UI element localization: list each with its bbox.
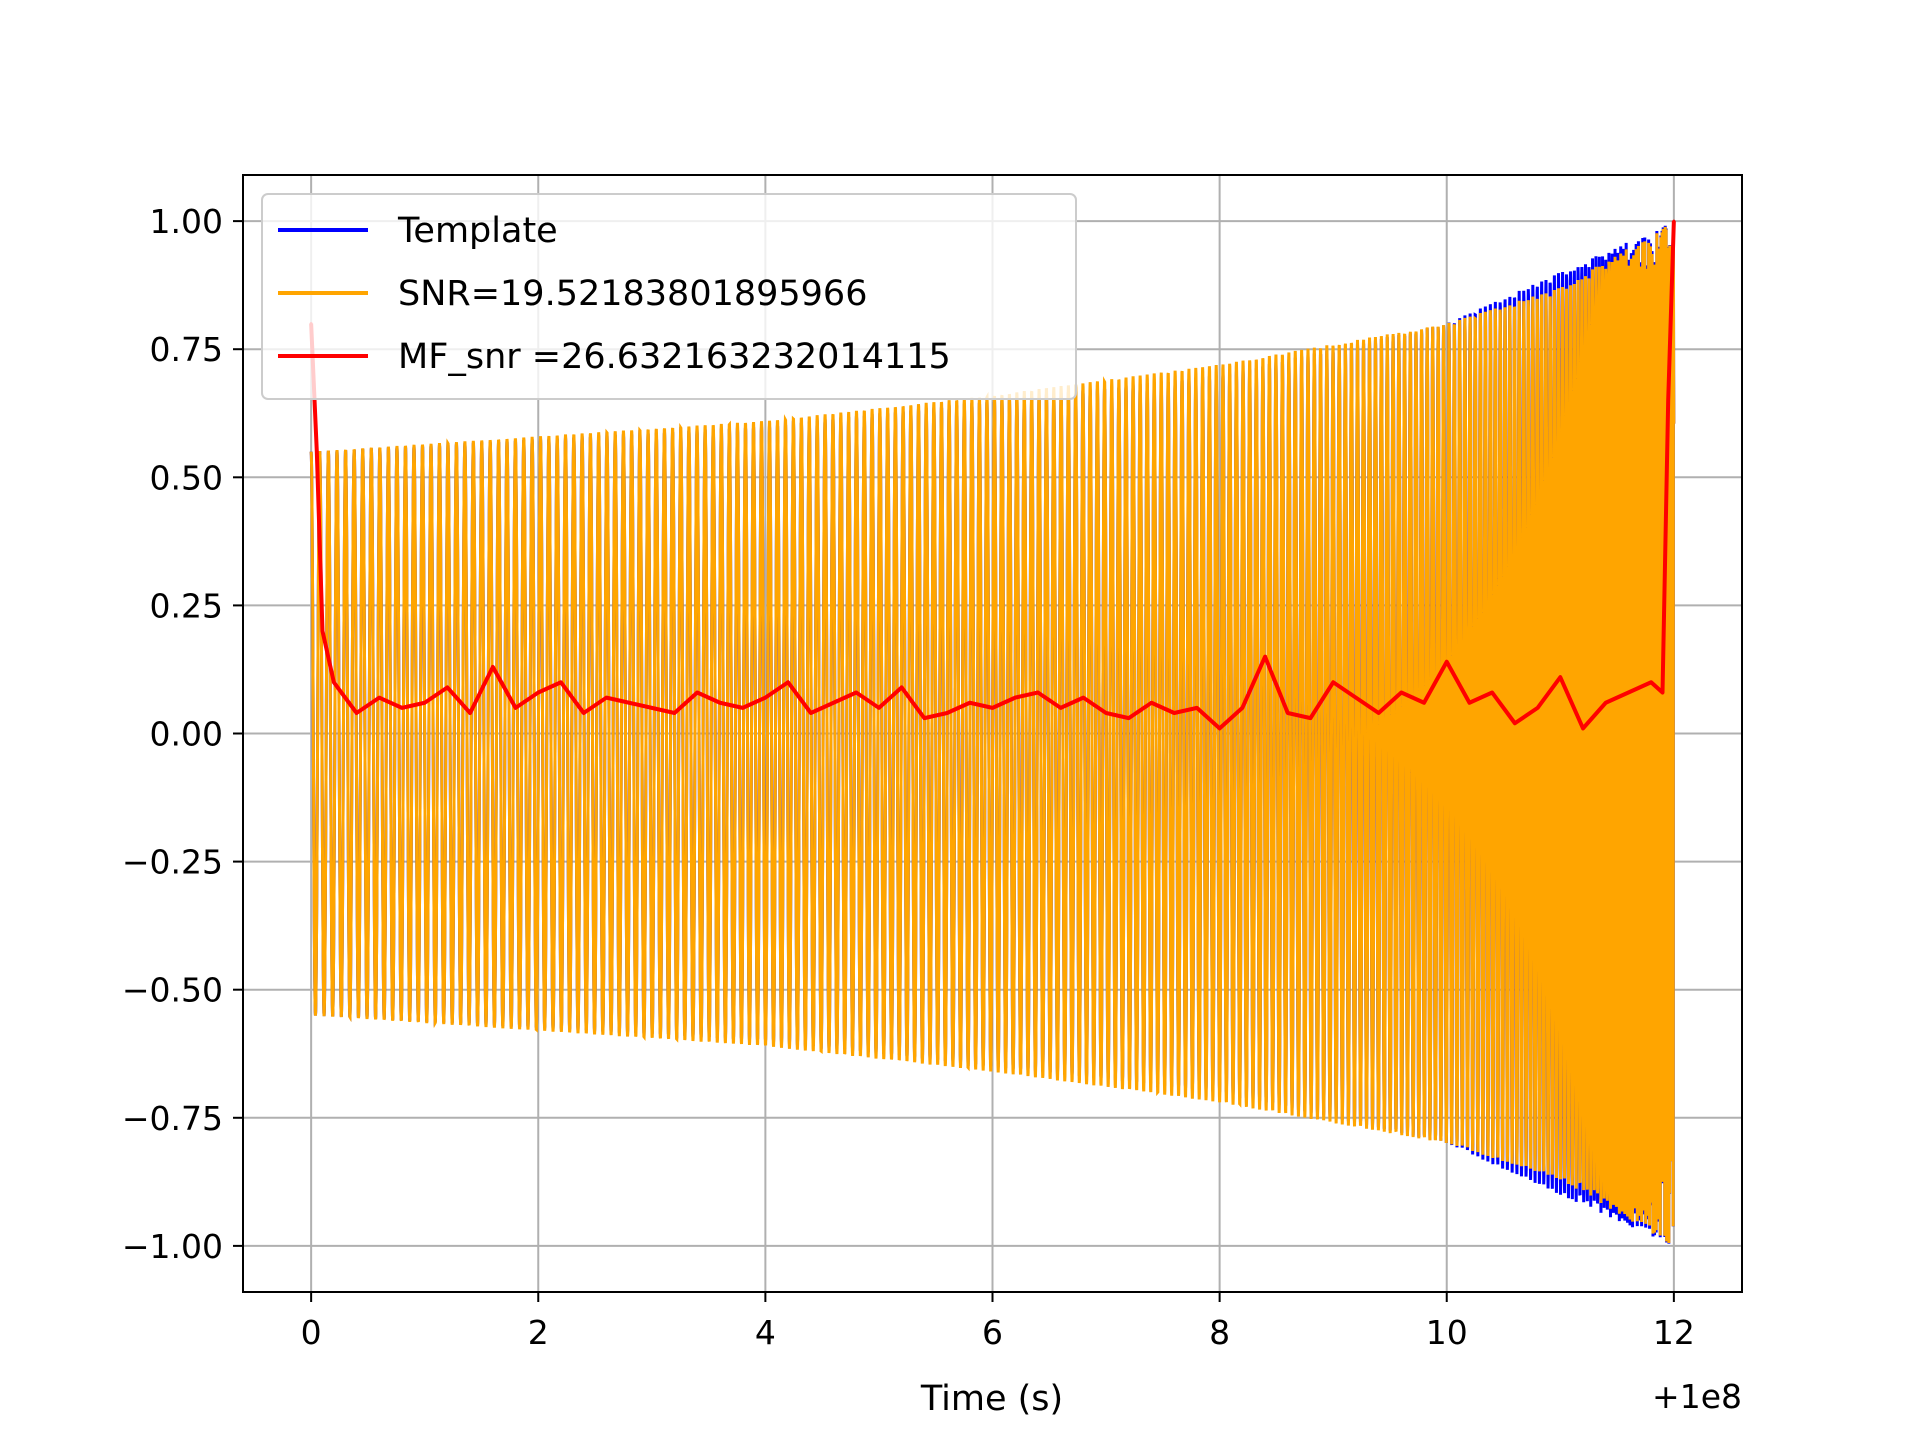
mf-snr-point [1604, 701, 1608, 705]
mf-snr-point [1149, 701, 1153, 705]
mf-snr-point [650, 706, 654, 710]
y-tick-label: 0.00 [150, 715, 223, 754]
mf-snr-point [582, 711, 586, 715]
mf-snr-point [854, 691, 858, 695]
y-tick-label: 0.50 [150, 458, 223, 497]
mf-snr-point [1354, 696, 1358, 700]
mf-snr-point [1081, 696, 1085, 700]
mf-snr-point [445, 685, 449, 689]
mf-snr-point [1104, 711, 1108, 715]
mf-snr-point [968, 701, 972, 705]
y-tick-label: −0.50 [122, 971, 223, 1010]
mf-snr-point [355, 711, 359, 715]
mf-snr-point [627, 701, 631, 705]
y-tick-label: 0.75 [150, 330, 223, 369]
mf-snr-point [1127, 716, 1131, 720]
mf-snr-point [1036, 691, 1040, 695]
legend-label-mf-snr: MF_snr =26.632163232014115 [398, 337, 951, 377]
mf-snr-point [991, 706, 994, 710]
mf-snr-point [1218, 726, 1222, 730]
mf-snr-point [514, 706, 518, 710]
mf-snr-point [1649, 680, 1653, 684]
mf-snr-point [1490, 691, 1494, 695]
mf-snr-point [320, 629, 324, 633]
mf-snr-point [536, 691, 540, 695]
mf-snr-point [1422, 701, 1426, 705]
mf-snr-point [1536, 706, 1540, 710]
mf-snr-point [1195, 706, 1199, 710]
mf-snr-point [604, 696, 608, 700]
x-tick-label: 10 [1426, 1313, 1468, 1352]
mf-snr-point [1013, 696, 1017, 700]
mf-snr-point [1286, 711, 1290, 715]
x-axis-ticks: 0 2 4 6 8 10 12 [301, 1292, 1695, 1352]
legend-label-template: Template [397, 211, 558, 251]
mf-snr-point [1661, 691, 1665, 695]
x-axis-label: Time (s) [920, 1379, 1063, 1419]
y-axis-ticks: 1.00 0.75 0.50 0.25 0.00 −0.25 −0.50 −0.75 −1.00 [122, 202, 243, 1266]
mf-snr-point [1467, 701, 1471, 705]
y-tick-label: −0.25 [122, 843, 223, 882]
x-tick-label: 8 [1209, 1313, 1230, 1352]
x-tick-label: 12 [1653, 1313, 1695, 1352]
mf-snr-point [695, 691, 699, 695]
mf-snr-point [1666, 398, 1670, 402]
mf-snr-point [315, 450, 319, 454]
mf-snr-point [673, 711, 677, 715]
mf-snr-point [1558, 675, 1562, 679]
mf-snr-point [377, 696, 381, 700]
y-tick-label: 0.25 [150, 586, 223, 625]
mf-snr-point [922, 716, 926, 720]
mf-snr-point [1308, 716, 1312, 720]
mf-snr-point [1626, 691, 1630, 695]
mf-snr-point [400, 706, 404, 710]
mf-snr-point [832, 701, 836, 705]
y-tick-label: −1.00 [122, 1227, 223, 1266]
mf-snr-point [1445, 660, 1449, 664]
legend: Template SNR=19.52183801895966 MF_snr =2… [261, 193, 1077, 400]
mf-snr-point [1331, 680, 1335, 684]
x-tick-label: 6 [982, 1313, 1003, 1352]
mf-snr-point [1059, 706, 1063, 710]
mf-snr-point [945, 711, 949, 715]
mf-snr-point [763, 696, 767, 700]
mf-snr-point [1672, 219, 1676, 223]
x-offset-text: +1e8 [1652, 1377, 1742, 1416]
mf-snr-point [1172, 711, 1176, 715]
legend-box [261, 193, 1077, 400]
mf-snr-point [468, 711, 472, 715]
mf-snr-point [809, 711, 813, 715]
x-tick-label: 0 [301, 1313, 322, 1352]
legend-label-snr: SNR=19.52183801895966 [398, 274, 867, 314]
x-tick-label: 4 [755, 1313, 776, 1352]
mf-snr-point [877, 706, 881, 710]
mf-snr-point [1513, 721, 1517, 725]
mf-snr-point [332, 680, 336, 684]
mf-snr-point [718, 701, 722, 705]
mf-snr-point [900, 685, 904, 689]
mf-snr-point [1240, 706, 1244, 710]
mf-snr-point [1377, 711, 1381, 715]
mf-snr-point [1581, 726, 1585, 730]
x-tick-label: 2 [528, 1313, 549, 1352]
mf-snr-point [423, 701, 427, 705]
series-layer [309, 219, 1676, 1244]
y-tick-label: −0.75 [122, 1099, 223, 1138]
series-snr-line [309, 226, 1676, 1243]
mf-snr-point [741, 706, 745, 710]
y-tick-label: 1.00 [150, 202, 223, 241]
mf-snr-point [559, 680, 563, 684]
mf-snr-point [786, 680, 790, 684]
mf-snr-point [1399, 691, 1403, 695]
mf-snr-point [491, 665, 495, 669]
mf-snr-point [1263, 655, 1267, 659]
